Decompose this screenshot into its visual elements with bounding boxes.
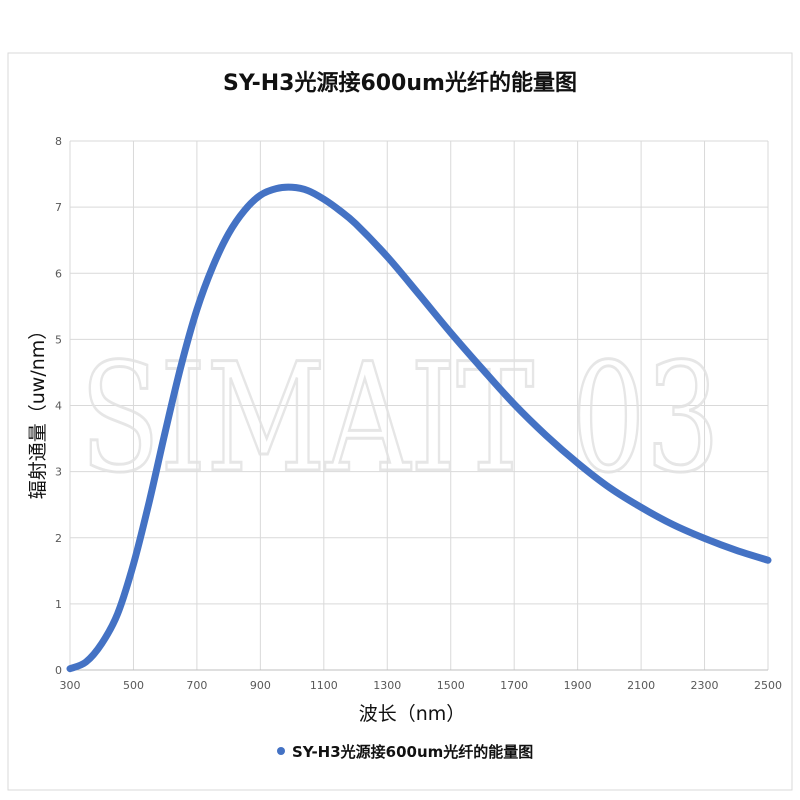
y-tick-label: 7: [55, 201, 62, 214]
x-tick-label: 1300: [373, 679, 401, 692]
y-tick-label: 0: [55, 664, 62, 677]
x-tick-label: 1700: [500, 679, 528, 692]
x-tick-label: 700: [186, 679, 207, 692]
legend-marker: [277, 747, 285, 755]
y-tick-label: 4: [55, 400, 62, 413]
x-axis-label: 波长（nm）: [359, 703, 466, 725]
chart-title: SY-H3光源接600um光纤的能量图: [223, 70, 577, 96]
x-tick-label: 1500: [437, 679, 465, 692]
x-tick-label: 2500: [754, 679, 782, 692]
chart-border: [7, 52, 793, 791]
y-tick-label: 2: [55, 532, 62, 545]
x-tick-label: 300: [60, 679, 81, 692]
y-tick-label: 5: [55, 333, 62, 346]
series-line: [66, 183, 772, 673]
series-layer: [66, 183, 772, 673]
y-tick-label: 3: [55, 466, 62, 479]
x-tick-label: 1900: [564, 679, 592, 692]
x-tick-label: 1100: [310, 679, 338, 692]
x-tick-label: 2100: [627, 679, 655, 692]
x-axis-ticks: 300 500 700 900 1100 1300 1500 1700 1900 2100 2300…: [60, 679, 783, 692]
legend: SY-H3光源接600um光纤的能量图: [277, 743, 533, 761]
legend-label: SY-H3光源接600um光纤的能量图: [292, 743, 533, 761]
watermark-text: SIMAIT 03: [80, 332, 720, 506]
x-tick-label: 2300: [691, 679, 719, 692]
y-tick-label: 1: [55, 598, 62, 611]
grid: [69, 140, 769, 671]
x-tick-label: 900: [250, 679, 271, 692]
y-axis-label: 辐射通量（uw/nm）: [27, 321, 49, 500]
y-axis-ticks: 0 1 2 3 4 5 6 7 8: [55, 135, 62, 677]
y-tick-label: 8: [55, 135, 62, 148]
y-tick-label: 6: [55, 267, 62, 280]
x-tick-label: 500: [123, 679, 144, 692]
